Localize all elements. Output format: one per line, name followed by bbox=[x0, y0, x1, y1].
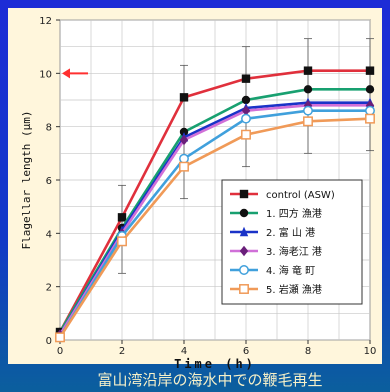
chart-caption: 富山湾沿岸の海水中での鞭毛再生 bbox=[97, 371, 322, 389]
legend-swatch-marker bbox=[239, 189, 249, 199]
data-point bbox=[117, 213, 127, 222]
legend-label: 5. 岩瀬 漁港 bbox=[266, 283, 322, 296]
data-point bbox=[365, 113, 375, 124]
series-line-4 bbox=[58, 104, 370, 336]
series-line-6 bbox=[58, 117, 371, 339]
data-point bbox=[241, 105, 251, 116]
y-tick-label: 2 bbox=[46, 283, 52, 294]
series-line-1 bbox=[58, 69, 370, 333]
data-point bbox=[241, 95, 251, 105]
data-point bbox=[303, 66, 313, 75]
y-tick-label: 8 bbox=[46, 123, 52, 134]
series-line-5 bbox=[58, 109, 370, 339]
data-point bbox=[241, 129, 251, 140]
data-point bbox=[303, 116, 313, 127]
data-point bbox=[117, 236, 127, 247]
legend-swatch-marker bbox=[239, 226, 249, 237]
legend-label: control (ASW) bbox=[266, 190, 335, 201]
data-point bbox=[241, 74, 251, 83]
data-point bbox=[179, 127, 189, 137]
x-tick-label: 10 bbox=[364, 346, 377, 357]
x-axis-label: Time (h) bbox=[174, 357, 256, 371]
y-axis-label: Flagellar length (μm) bbox=[20, 110, 33, 249]
data-point bbox=[365, 105, 375, 116]
y-tick-label: 10 bbox=[39, 69, 52, 80]
x-tick-label: 0 bbox=[57, 346, 63, 357]
legend-label: 2. 富 山 港 bbox=[266, 226, 315, 239]
series-line-2 bbox=[58, 88, 370, 333]
x-tick-label: 6 bbox=[243, 346, 249, 357]
legend-label: 4. 海 竜 町 bbox=[266, 264, 315, 277]
data-point bbox=[241, 113, 251, 124]
legend-box bbox=[221, 179, 363, 305]
y-tick-label: 12 bbox=[39, 16, 52, 27]
legend-swatch-marker bbox=[239, 284, 249, 294]
data-point bbox=[179, 153, 189, 164]
y-tick-label: 0 bbox=[46, 336, 52, 347]
y-tick-label: 6 bbox=[46, 176, 52, 187]
y-tick-label: 4 bbox=[46, 229, 52, 240]
x-tick-label: 8 bbox=[305, 346, 311, 357]
data-point bbox=[179, 134, 189, 146]
data-point bbox=[365, 85, 375, 94]
data-point bbox=[303, 105, 313, 116]
data-point bbox=[179, 161, 189, 172]
legend-swatch-marker bbox=[239, 208, 249, 218]
legend-swatch-marker bbox=[239, 265, 249, 275]
data-point bbox=[303, 85, 313, 94]
legend-swatch-marker bbox=[239, 245, 249, 257]
legend-label: 1. 四方 漁港 bbox=[266, 207, 322, 220]
data-point bbox=[179, 93, 189, 102]
data-point bbox=[365, 66, 375, 75]
data-point bbox=[55, 332, 65, 343]
reference-arrow-head bbox=[62, 68, 70, 79]
x-tick-label: 2 bbox=[119, 346, 125, 357]
legend-label: 3. 海老江 港 bbox=[266, 245, 322, 258]
x-tick-label: 4 bbox=[181, 346, 187, 357]
